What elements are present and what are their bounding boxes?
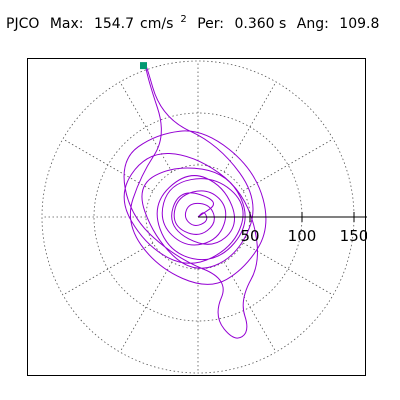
max-unit: cm/s <box>140 16 174 32</box>
max-number: 154.7 <box>93 16 135 32</box>
grid-spoke-150 <box>62 138 154 192</box>
radial-tick-label-150: 150 <box>340 227 367 245</box>
chart-header: PJCO Max: 154.7 cm/s 2 Per: 0.360 s Ang: 1… <box>6 14 385 32</box>
peak-marker <box>140 62 148 70</box>
ang-label: Ang: <box>296 16 329 32</box>
grid-spoke-60 <box>223 81 277 173</box>
grid-spoke-30 <box>242 138 334 192</box>
grid-spoke-330 <box>242 242 334 296</box>
radial-tick-label-100: 100 <box>288 227 317 245</box>
grid-spoke-210 <box>62 242 154 296</box>
polar-plot: 50 100 150 <box>41 60 367 374</box>
plot-frame: 50 100 150 <box>27 58 367 376</box>
ang-value: 109.8 <box>339 16 380 32</box>
grid-spoke-120 <box>119 81 173 173</box>
radial-tick-label-50: 50 <box>240 227 259 245</box>
max-value: 154.7 cm/s 2 <box>93 14 187 32</box>
grid-spoke-300 <box>223 261 277 353</box>
per-label: Per: <box>197 16 225 32</box>
max-label: Max: <box>49 16 84 32</box>
station-code: PJCO <box>6 16 40 32</box>
hodogram-trace <box>123 64 267 339</box>
max-unit-exponent: 2 <box>180 14 187 25</box>
per-value: 0.360 s <box>234 16 287 32</box>
grid-spoke-240 <box>119 261 173 353</box>
